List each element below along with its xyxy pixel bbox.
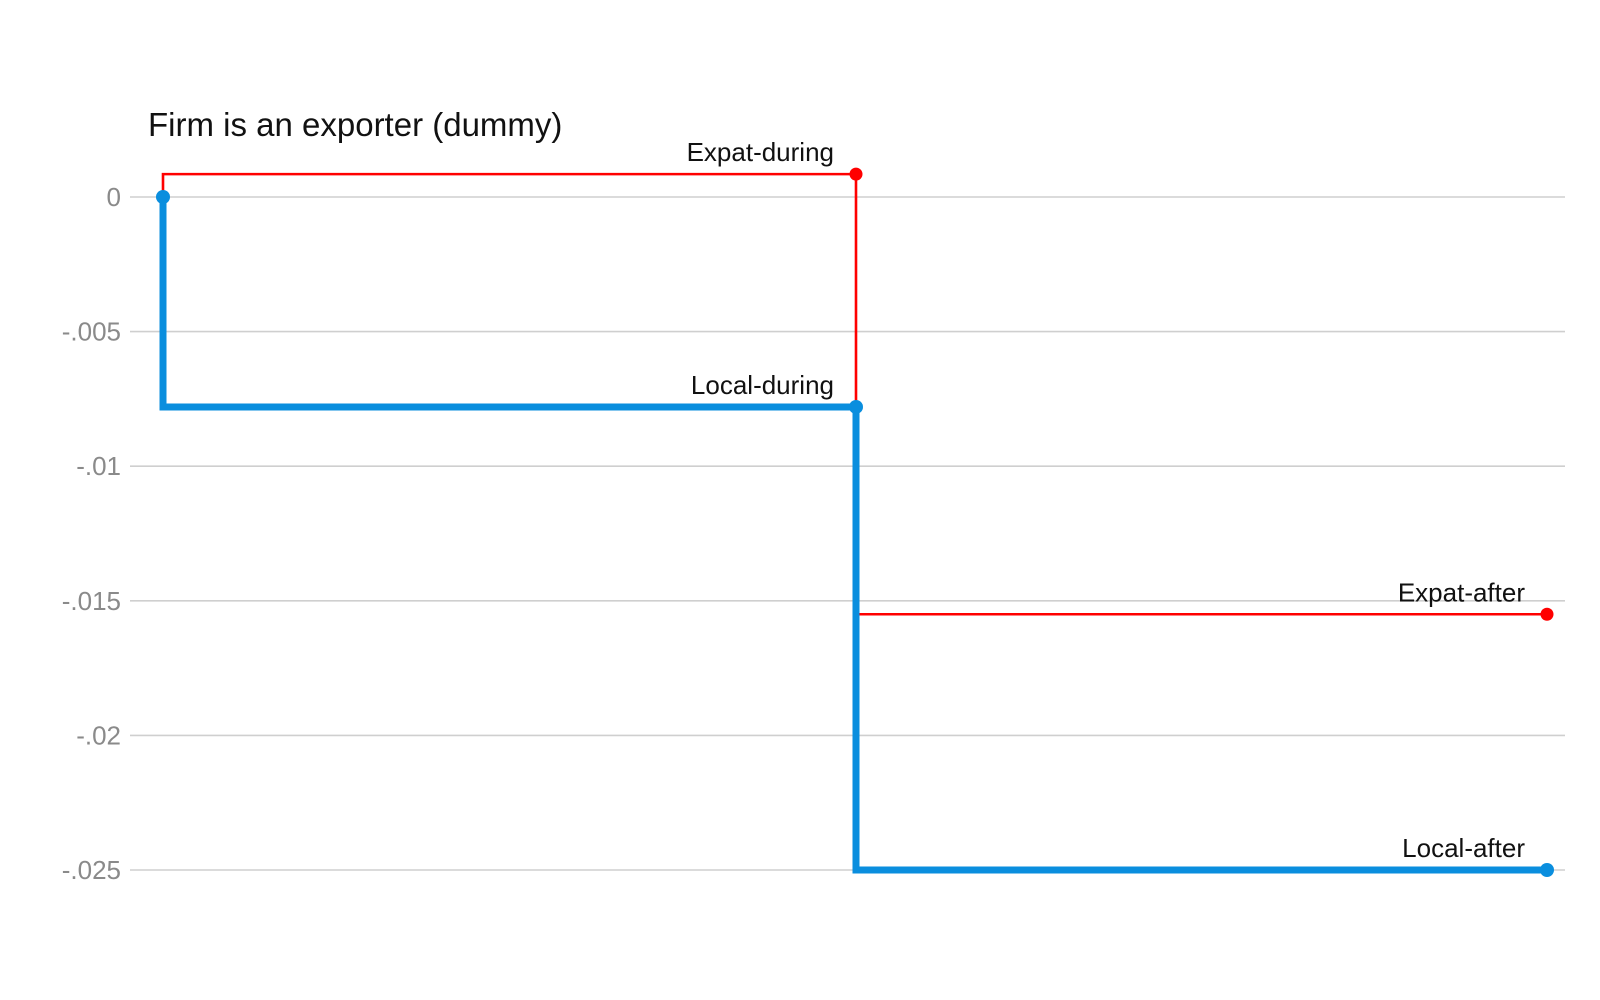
expat-point-label-2: Expat-after	[1398, 577, 1526, 607]
chart-title: Firm is an exporter (dummy)	[148, 106, 562, 143]
series-layer	[156, 167, 1554, 877]
local-point-2	[1540, 863, 1554, 877]
grid-layer	[130, 196, 1565, 871]
local-point-label-2: Local-after	[1402, 833, 1525, 863]
local-point-label-1: Local-during	[691, 370, 834, 400]
expat-point-label-1: Expat-during	[687, 137, 834, 167]
local-point-0	[156, 190, 170, 204]
y-tick-label-0: 0	[107, 182, 121, 212]
y-tick-layer: 0 -.005 -.01 -.015 -.02 -.025	[62, 182, 121, 885]
point-label-layer: Expat-during Expat-after Local-during Local…	[687, 137, 1526, 863]
y-tick-label-2: -.01	[76, 451, 121, 481]
expat-point-1	[849, 167, 863, 181]
local-point-1	[849, 399, 863, 414]
y-tick-label-1: -.005	[62, 317, 121, 347]
y-tick-label-5: -.025	[62, 855, 121, 885]
expat-point-2	[1540, 607, 1554, 621]
y-tick-label-3: -.015	[62, 586, 121, 616]
y-tick-label-4: -.02	[76, 720, 121, 750]
